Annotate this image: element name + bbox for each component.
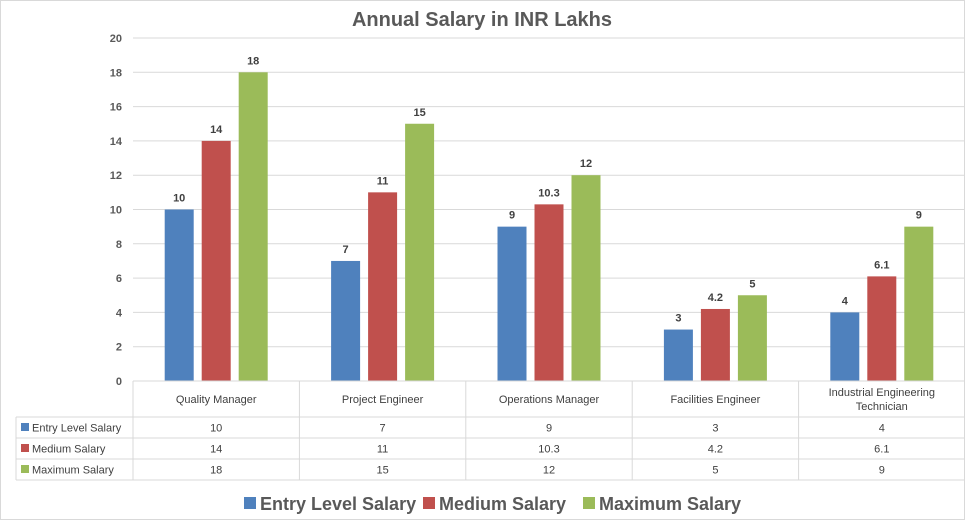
table-cell: 9 [546, 423, 552, 435]
bar [497, 226, 527, 381]
category-label: Operations Manager [499, 394, 600, 406]
bar [830, 312, 860, 381]
bar [571, 175, 601, 381]
category-label: Quality Manager [176, 394, 257, 406]
table-cell: 4.2 [708, 444, 723, 456]
bar [534, 204, 564, 381]
bar [904, 226, 934, 381]
data-label: 18 [247, 55, 259, 67]
data-label: 14 [210, 124, 223, 136]
y-tick-label: 20 [110, 33, 122, 45]
data-label: 9 [916, 210, 922, 222]
bar [368, 192, 398, 381]
legend-key-swatch [21, 444, 29, 452]
legend-key-swatch [21, 423, 29, 431]
table-cell: 11 [377, 444, 388, 456]
table-cell: 4 [879, 423, 885, 435]
data-label: 4.2 [708, 292, 723, 304]
y-tick-label: 6 [116, 273, 122, 285]
table-cell: 10 [210, 423, 222, 435]
table-cell: 15 [376, 465, 388, 477]
table-cell: 10.3 [538, 444, 559, 456]
legend-label: Maximum Salary [599, 494, 741, 514]
data-label: 6.1 [874, 259, 889, 271]
y-tick-label: 14 [110, 136, 123, 148]
y-tick-label: 10 [110, 205, 122, 217]
y-tick-label: 12 [110, 170, 122, 182]
bar [331, 260, 361, 381]
y-tick-label: 16 [110, 102, 122, 114]
category-label: Facilities Engineer [670, 394, 760, 406]
data-label: 3 [675, 313, 681, 325]
y-tick-label: 18 [110, 67, 122, 79]
legend-key-swatch [21, 465, 29, 473]
data-label: 12 [580, 158, 592, 170]
table-cell: 3 [712, 423, 718, 435]
category-label: Technician [856, 401, 908, 413]
bar [700, 308, 730, 381]
bar [867, 276, 897, 381]
y-tick-label: 4 [116, 307, 123, 319]
table-cell: 14 [210, 444, 222, 456]
y-tick-label: 0 [116, 376, 122, 388]
bar [663, 329, 693, 381]
data-label: 7 [343, 244, 349, 256]
chart-title: Annual Salary in INR Lakhs [352, 9, 612, 31]
legend-swatch [423, 497, 435, 509]
table-cell: 6.1 [874, 444, 889, 456]
table-row-label: Medium Salary [32, 444, 106, 456]
data-label: 5 [749, 278, 755, 290]
category-label: Project Engineer [342, 394, 424, 406]
table-row-label: Entry Level Salary [32, 423, 122, 435]
table-row-label: Maximum Salary [32, 465, 114, 477]
legend-label: Medium Salary [439, 494, 566, 514]
legend-swatch [244, 497, 256, 509]
legend-label: Entry Level Salary [260, 494, 416, 514]
data-label: 15 [413, 107, 425, 119]
bar [405, 123, 435, 381]
table-cell: 5 [712, 465, 718, 477]
bar [238, 72, 268, 382]
bar [164, 209, 194, 381]
data-label: 10 [173, 193, 185, 205]
table-cell: 7 [380, 423, 386, 435]
data-label: 10.3 [538, 187, 559, 199]
table-cell: 9 [879, 465, 885, 477]
y-tick-label: 8 [116, 239, 122, 251]
category-label: Industrial Engineering [829, 387, 935, 399]
bar [737, 295, 767, 381]
bar [201, 140, 231, 381]
table-cell: 12 [543, 465, 555, 477]
data-label: 9 [509, 210, 515, 222]
legend-swatch [583, 497, 595, 509]
table-cell: 18 [210, 465, 222, 477]
y-tick-label: 2 [116, 342, 122, 354]
data-label: 4 [842, 295, 849, 307]
data-label: 11 [377, 175, 389, 187]
